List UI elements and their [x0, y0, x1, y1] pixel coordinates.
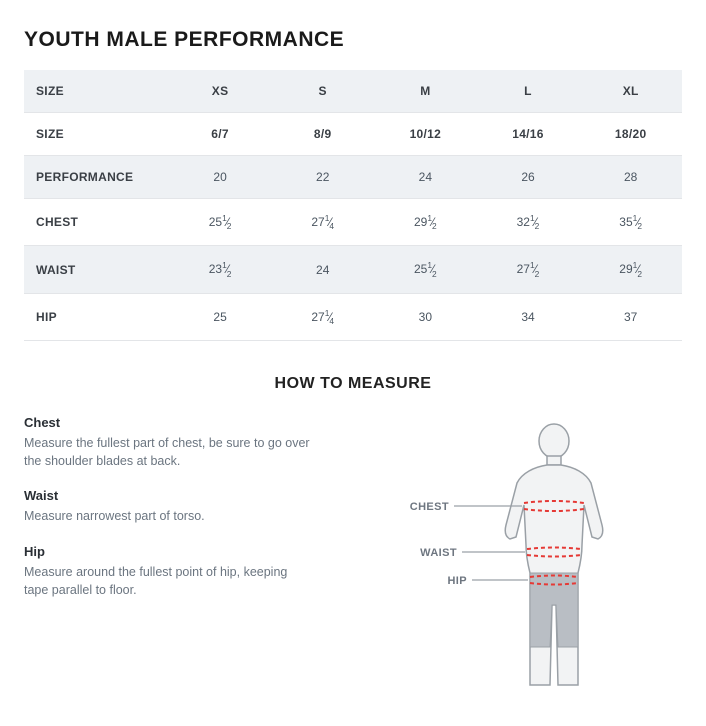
figure-label-waist: WAIST	[420, 547, 457, 559]
table-cell: 25	[169, 293, 272, 340]
size-table: SIZEXSSMLXL SIZE6/78/910/1214/1618/20 PERF…	[24, 70, 682, 341]
table-row-label: PERFORMANCE	[24, 156, 169, 199]
table-cell: 291⁄2	[579, 246, 682, 293]
table-cell: 291⁄2	[374, 199, 477, 246]
table-cell: 18/20	[579, 113, 682, 156]
table-header-cell: S	[271, 70, 374, 113]
table-cell: 24	[271, 246, 374, 293]
table-cell: 231⁄2	[169, 246, 272, 293]
table-cell: 14/16	[477, 113, 580, 156]
instruction-text: Measure narrowest part of torso.	[24, 507, 314, 525]
table-row-label: SIZE	[24, 113, 169, 156]
table-row-label: CHEST	[24, 199, 169, 246]
table-cell: 271⁄4	[271, 199, 374, 246]
instruction-block: Hip Measure around the fullest point of h…	[24, 544, 314, 599]
instruction-block: Chest Measure the fullest part of chest, …	[24, 415, 314, 470]
figure-label-hip: HIP	[447, 575, 467, 587]
table-cell: 321⁄2	[477, 199, 580, 246]
table-header-cell: L	[477, 70, 580, 113]
figure-label-chest: CHEST	[410, 501, 449, 513]
table-cell: 30	[374, 293, 477, 340]
table-header-cell: XL	[579, 70, 682, 113]
table-cell: 20	[169, 156, 272, 199]
table-cell: 34	[477, 293, 580, 340]
instruction-label: Waist	[24, 488, 314, 503]
how-to-measure-section: Chest Measure the fullest part of chest, …	[24, 415, 682, 695]
instruction-label: Chest	[24, 415, 314, 430]
table-cell: 251⁄2	[169, 199, 272, 246]
instruction-text: Measure the fullest part of chest, be su…	[24, 434, 314, 470]
table-cell: 37	[579, 293, 682, 340]
instruction-label: Hip	[24, 544, 314, 559]
instruction-text: Measure around the fullest point of hip,…	[24, 563, 314, 599]
table-cell: 251⁄2	[374, 246, 477, 293]
table-header-label: SIZE	[24, 70, 169, 113]
table-cell: 26	[477, 156, 580, 199]
instructions-column: Chest Measure the fullest part of chest, …	[24, 415, 314, 617]
table-row-label: WAIST	[24, 246, 169, 293]
table-cell: 351⁄2	[579, 199, 682, 246]
table-cell: 6/7	[169, 113, 272, 156]
table-cell: 28	[579, 156, 682, 199]
table-row-label: HIP	[24, 293, 169, 340]
table-cell: 271⁄4	[271, 293, 374, 340]
table-cell: 8/9	[271, 113, 374, 156]
page-title: YOUTH MALE PERFORMANCE	[24, 28, 682, 52]
table-cell: 271⁄2	[477, 246, 580, 293]
table-cell: 24	[374, 156, 477, 199]
table-cell: 10/12	[374, 113, 477, 156]
table-header-cell: M	[374, 70, 477, 113]
measurement-figure: CHEST WAIST HIP	[334, 415, 664, 695]
table-cell: 22	[271, 156, 374, 199]
instruction-block: Waist Measure narrowest part of torso.	[24, 488, 314, 525]
how-to-measure-title: HOW TO MEASURE	[24, 375, 682, 393]
table-header-cell: XS	[169, 70, 272, 113]
